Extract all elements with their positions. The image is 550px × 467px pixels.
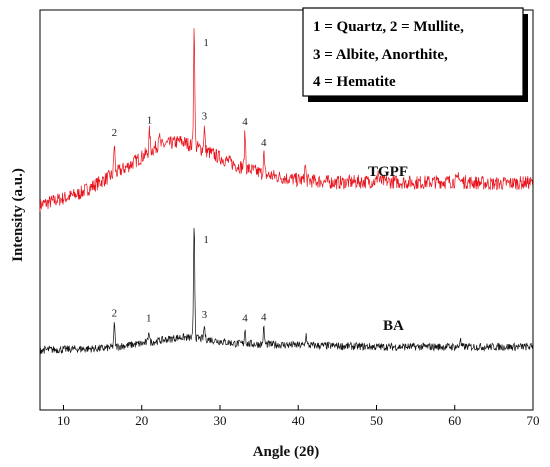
peak-label: 1 bbox=[203, 234, 209, 246]
peak-label: 2 bbox=[112, 308, 118, 320]
x-tick-label: 50 bbox=[370, 413, 383, 428]
x-tick-label: 70 bbox=[527, 413, 540, 428]
y-axis-title: Intensity (a.u.) bbox=[10, 168, 26, 262]
x-tick-label: 40 bbox=[292, 413, 305, 428]
series-label-tgpf: TGPF bbox=[368, 164, 408, 180]
peak-label: 1 bbox=[147, 115, 153, 127]
peak-label: 2 bbox=[112, 127, 118, 139]
series-labels: TGPF BA bbox=[368, 164, 408, 334]
peak-label: 4 bbox=[261, 311, 267, 323]
peak-label: 1 bbox=[146, 313, 152, 325]
legend-box bbox=[302, 7, 524, 97]
peak-labels: 2 1 1 3 4 4 2 1 1 3 4 4 bbox=[112, 37, 267, 324]
peak-label: 1 bbox=[203, 37, 209, 49]
peak-label: 3 bbox=[202, 309, 208, 321]
legend-line-1: 1 = Quartz, 2 = Mullite, bbox=[313, 19, 464, 35]
peak-label: 4 bbox=[261, 137, 267, 149]
series-line-ba bbox=[39, 227, 533, 355]
x-axis-title: Angle (2θ) bbox=[253, 444, 320, 460]
series-layer bbox=[39, 28, 533, 355]
peak-label: 3 bbox=[202, 111, 208, 123]
series-line-tgpf bbox=[39, 28, 533, 213]
series-label-ba: BA bbox=[383, 318, 404, 334]
x-tick-label: 10 bbox=[57, 413, 70, 428]
peak-label: 4 bbox=[242, 312, 248, 324]
x-tick-label: 30 bbox=[213, 413, 226, 428]
legend-line-3: 4 = Hematite bbox=[313, 74, 396, 90]
x-tick-label: 60 bbox=[448, 413, 461, 428]
x-tick-label: 20 bbox=[135, 413, 148, 428]
legend-line-2: 3 = Albite, Anorthite, bbox=[313, 47, 448, 63]
legend: 1 = Quartz, 2 = Mullite, 3 = Albite, Ano… bbox=[302, 7, 528, 102]
peak-label: 4 bbox=[242, 116, 248, 128]
x-axis: 10 20 30 40 50 60 70 bbox=[57, 405, 540, 428]
